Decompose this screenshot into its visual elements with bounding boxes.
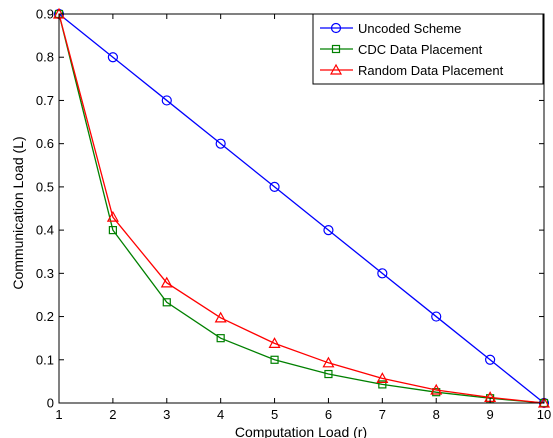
x-tick-label-9: 10 <box>537 407 551 422</box>
legend-marker-2 <box>329 63 343 75</box>
y-tick-label-5: 0.5 <box>36 179 54 194</box>
y-tick-label-2: 0.2 <box>36 309 54 324</box>
x-axis-label: Computation Load (r) <box>235 424 367 438</box>
data-point-2-1 <box>106 210 119 222</box>
data-point-1-3 <box>216 334 225 343</box>
data-point-0-8 <box>485 354 496 365</box>
x-tick-label-5: 6 <box>325 407 332 422</box>
legend-label-0: Uncoded Scheme <box>358 21 461 36</box>
legend-marker-0 <box>330 22 342 34</box>
data-point-1-2 <box>162 298 171 307</box>
y-tick-label-7: 0.7 <box>36 93 54 108</box>
data-point-0-5 <box>323 225 334 236</box>
legend: Uncoded Scheme CDC Data Placement Random D… <box>312 13 544 85</box>
data-point-1-1 <box>108 226 117 235</box>
x-tick-label-3: 4 <box>217 407 224 422</box>
legend-label-2: Random Data Placement <box>358 63 504 78</box>
data-point-2-7 <box>430 383 443 395</box>
series-line-0 <box>58 13 545 404</box>
data-point-2-6 <box>376 372 389 383</box>
data-point-0-3 <box>215 138 226 149</box>
data-point-0-2 <box>161 95 172 106</box>
y-tick-label-0: 0 <box>47 396 54 411</box>
axes-layer: 1 2 3 4 5 6 7 8 9 10 0 0.1 0.2 0.3 0.4 0.5 0.6 0.7 0.8 0.9 <box>36 7 551 423</box>
data-point-1-4 <box>270 355 279 364</box>
data-point-1-5 <box>324 369 333 379</box>
y-tick-label-1: 0.1 <box>36 352 54 367</box>
data-point-2-5 <box>322 356 335 368</box>
series-line-1 <box>58 13 545 404</box>
data-point-2-4 <box>268 337 281 348</box>
series-line-2 <box>58 13 545 404</box>
data-point-0-4 <box>269 181 280 192</box>
y-tick-label-4: 0.4 <box>36 223 54 238</box>
x-tick-label-4: 5 <box>271 407 278 422</box>
legend-label-1: CDC Data Placement <box>358 42 483 57</box>
data-point-0-7 <box>431 311 442 322</box>
x-tick-label-6: 7 <box>379 407 386 422</box>
x-tick-label-1: 2 <box>109 407 116 422</box>
y-axis-label: Communication Load (L) <box>10 136 26 289</box>
x-tick-label-8: 9 <box>486 407 493 422</box>
x-tick-label-2: 3 <box>163 407 170 422</box>
x-tick-label-7: 8 <box>433 407 440 422</box>
y-tick-label-8: 0.8 <box>36 50 54 65</box>
y-tick-label-3: 0.3 <box>36 266 54 281</box>
y-tick-label-9: 0.9 <box>36 7 54 22</box>
data-point-2-2 <box>160 276 173 288</box>
data-point-0-1 <box>107 52 118 63</box>
x-tick-label-0: 1 <box>55 407 62 422</box>
legend-marker-1 <box>331 44 341 54</box>
axes-frame <box>58 13 545 404</box>
y-tick-label-6: 0.6 <box>36 136 54 151</box>
data-point-0-6 <box>377 268 388 279</box>
data-point-1-6 <box>378 380 387 389</box>
data-point-2-3 <box>214 311 227 323</box>
